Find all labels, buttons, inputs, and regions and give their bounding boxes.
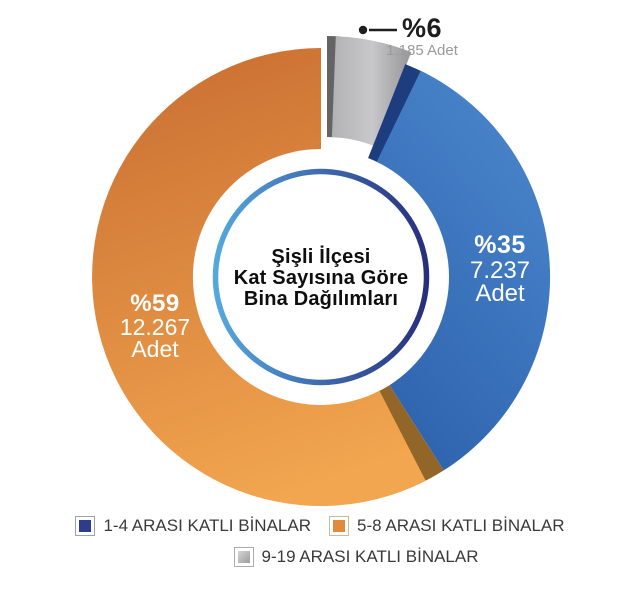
legend-item: 9-19 ARASI KATLI BİNALAR [233, 547, 479, 567]
legend-swatch [75, 516, 96, 536]
inner-ring [212, 168, 430, 386]
slice-9-19-arasi-katli-body [331, 36, 412, 147]
gray-count: 1.185 Adet [386, 42, 458, 59]
slice-9-19-arasi-katli [327, 36, 412, 147]
legend-swatch [329, 516, 349, 536]
leader-dot [358, 25, 368, 35]
legend-row-1: 1-4 ARASI KATLI BİNALAR 5-8 ARASI KATLI B… [75, 516, 565, 536]
leader-line-group [358, 25, 397, 35]
orange-percent: %59 [130, 290, 180, 317]
legend-swatch-color [237, 551, 250, 563]
legend-label: 1-4 ARASI KATLI BİNALAR [103, 516, 311, 535]
legend-swatch-color [79, 520, 92, 532]
legend-item: 1-4 ARASI KATLI BİNALAR [75, 516, 311, 536]
chart-center-title: Şişli İlçesi Kat Sayısına Göre Bina Dağı… [211, 247, 431, 310]
center-title-line1: Şişli İlçesi [271, 246, 371, 268]
center-title-line2: Kat Sayısına Göre [233, 267, 409, 289]
slice-5-8-arasi-katli-shadow-edge [374, 385, 444, 485]
blue-count: 7.237 [469, 257, 531, 284]
orange-unit: Adet [131, 336, 179, 362]
legend-swatch-color [333, 520, 345, 532]
chart-legend: 1-4 ARASI KATLI BİNALAR 5-8 ARASI KATLI B… [0, 516, 640, 567]
legend-row-2: 9-19 ARASI KATLI BİNALAR [233, 547, 479, 567]
slice-5-8-arasi-katli [92, 48, 444, 506]
legend-label: 5-8 ARASI KATLI BİNALAR [357, 516, 565, 535]
slice-1-4-arasi-katli-body [376, 70, 551, 471]
legend-label: 9-19 ARASI KATLI BİNALAR [261, 547, 479, 566]
slice-label-gray: %6 1.185 Adet [369, 14, 475, 59]
slice-label-orange: %59 12.267 Adet [93, 290, 217, 362]
slice-1-4-arasi-katli [368, 64, 551, 471]
slice-label-blue: %35 7.237 Adet [437, 231, 563, 307]
gray-percent: %6 [401, 13, 443, 43]
blue-unit: Adet [475, 280, 525, 307]
legend-item: 5-8 ARASI KATLI BİNALAR [329, 516, 565, 536]
orange-count: 12.267 [119, 314, 191, 340]
center-title-line3: Bina Dağılımları [243, 288, 399, 310]
slice-5-8-arasi-katli-body [92, 48, 426, 506]
blue-percent: %35 [474, 231, 526, 259]
legend-swatch [233, 547, 254, 567]
